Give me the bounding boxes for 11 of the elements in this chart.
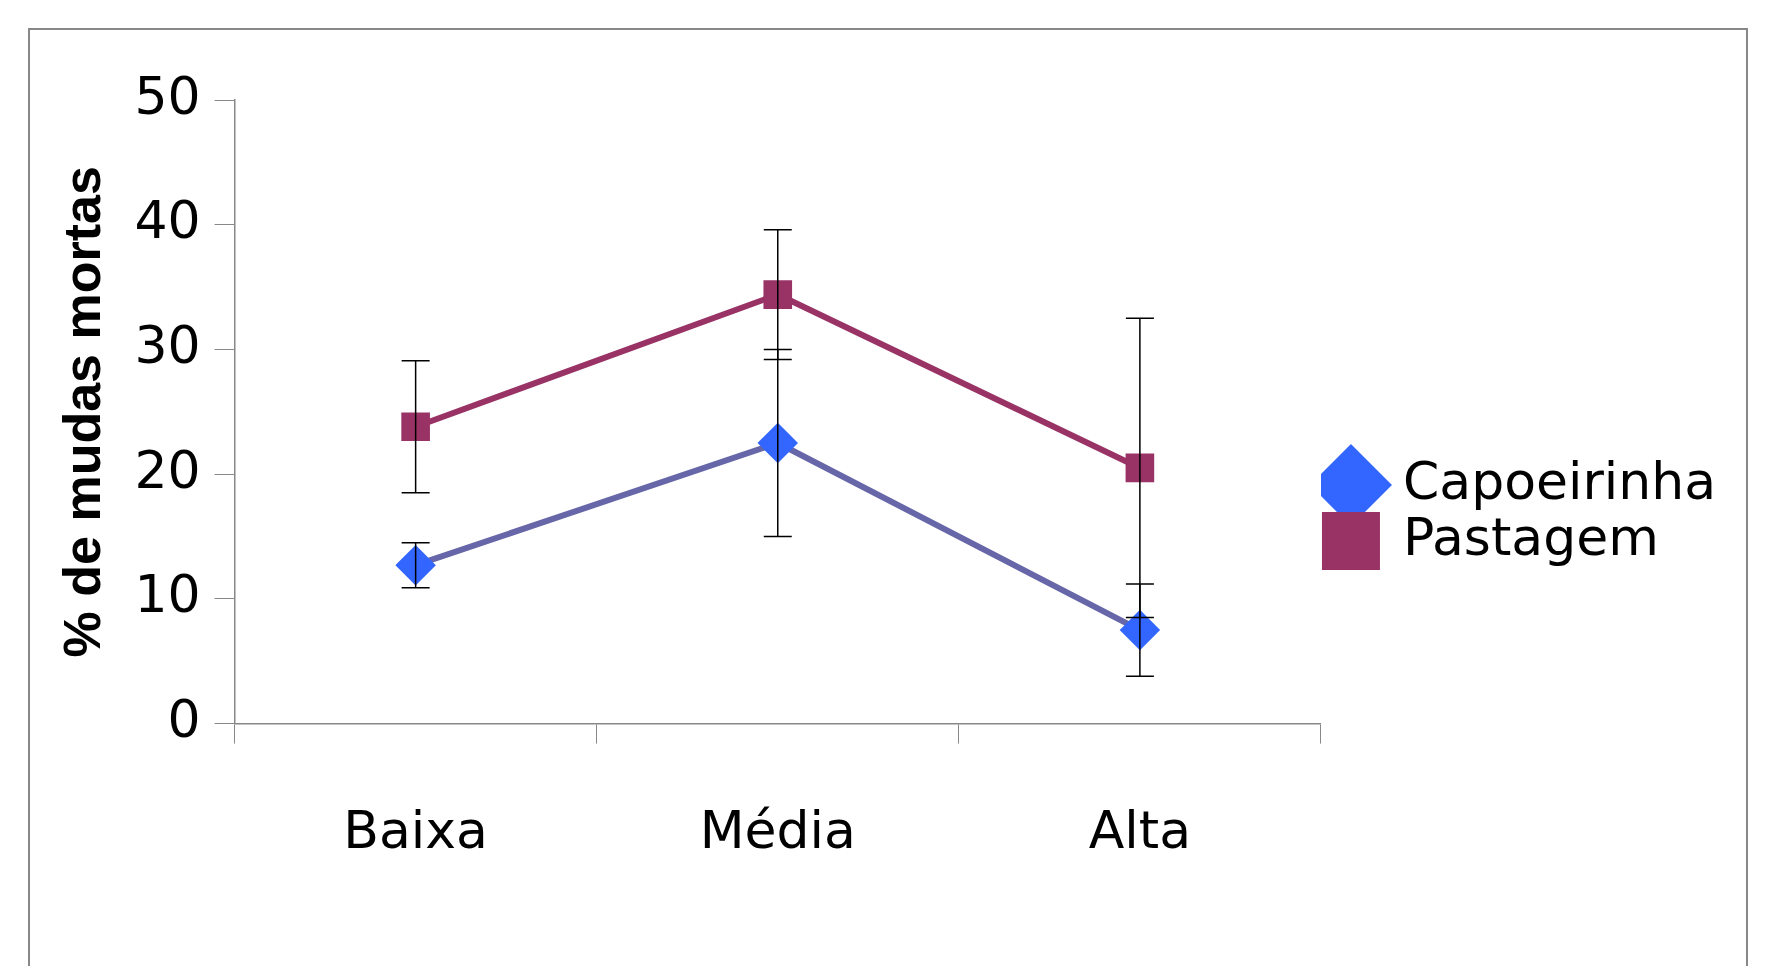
y-tick-label: 0 — [167, 689, 201, 750]
y-axis-title: % de mudas mortas — [52, 166, 111, 658]
y-tick-label: 50 — [134, 65, 201, 126]
x-tick-label: Média — [699, 800, 856, 861]
y-tick-label: 40 — [134, 190, 201, 251]
x-tick-label: Baixa — [343, 800, 488, 861]
legend-label: Capoeirinha — [1402, 450, 1717, 511]
y-tick-label: 30 — [134, 314, 201, 375]
y-tick-label: 10 — [134, 564, 201, 625]
y-tick-label: 20 — [134, 439, 201, 500]
x-tick-label: Alta — [1088, 800, 1192, 861]
